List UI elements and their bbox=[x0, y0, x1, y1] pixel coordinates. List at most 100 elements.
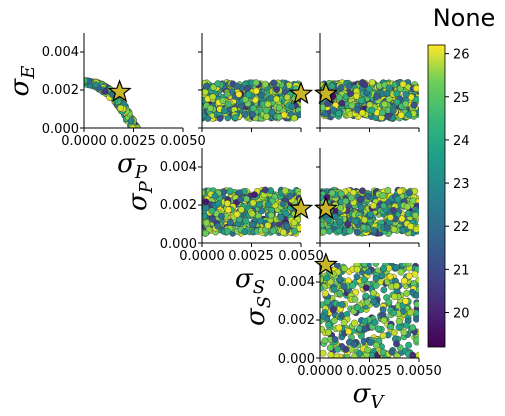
scatter-point bbox=[337, 190, 345, 198]
true-value-star bbox=[288, 81, 314, 105]
scatter-point bbox=[351, 319, 358, 327]
scatter-point bbox=[413, 336, 419, 344]
scatter-point bbox=[379, 192, 387, 200]
scatter-point bbox=[279, 200, 287, 208]
scatter-point bbox=[402, 297, 410, 305]
scatter-point bbox=[249, 199, 257, 207]
scatter-point bbox=[370, 298, 378, 306]
scatter-point bbox=[353, 228, 361, 236]
scatter-point bbox=[224, 206, 232, 214]
colorbar-ticks: 20 21 22 23 24 25 26 bbox=[445, 48, 470, 321]
scatter-point bbox=[335, 324, 343, 332]
panel-sigma-p-vs-sigma-e bbox=[84, 77, 141, 128]
x-tick-label: 0.0025 bbox=[346, 364, 392, 379]
scatter-point bbox=[413, 225, 419, 233]
scatter-point bbox=[349, 282, 356, 289]
scatter-point bbox=[210, 83, 217, 91]
scatter-point bbox=[413, 291, 419, 299]
scatter-point bbox=[380, 265, 387, 272]
scatter-point bbox=[329, 306, 337, 314]
scatter-point bbox=[412, 85, 419, 92]
scatter-point bbox=[351, 295, 359, 303]
scatter-point bbox=[393, 98, 401, 106]
scatter-point bbox=[207, 104, 215, 112]
scatter-point bbox=[406, 309, 414, 317]
scatter-point bbox=[243, 195, 250, 203]
scatter-point bbox=[380, 316, 388, 324]
scatter-point bbox=[220, 107, 228, 115]
scatter-point bbox=[326, 344, 334, 352]
scatter-point bbox=[277, 214, 285, 221]
scatter-point bbox=[245, 91, 253, 98]
panel-sigma-s-vs-sigma-p bbox=[202, 186, 301, 237]
scatter-point bbox=[407, 222, 415, 230]
scatter-point bbox=[395, 323, 403, 331]
scatter-point bbox=[214, 222, 222, 230]
scatter-point bbox=[331, 335, 339, 343]
panel-sigma-v-vs-sigma-s bbox=[320, 263, 419, 358]
scatter-point bbox=[368, 79, 376, 86]
scatter-point bbox=[249, 105, 257, 112]
scatter-point bbox=[248, 210, 256, 218]
scatter-point bbox=[350, 340, 358, 348]
scatter-point bbox=[379, 306, 387, 314]
scatter-point bbox=[235, 90, 243, 98]
scatter-point bbox=[242, 96, 249, 103]
scatter-point bbox=[353, 266, 361, 273]
scatter-point bbox=[360, 276, 368, 283]
scatter-point bbox=[231, 114, 239, 121]
scatter-point bbox=[358, 109, 366, 117]
scatter-point bbox=[323, 274, 330, 282]
scatter-point bbox=[334, 345, 342, 353]
scatter-point bbox=[226, 187, 234, 195]
x-tick-label: 0.0025 bbox=[228, 249, 274, 264]
x-tick-label: 0.0050 bbox=[160, 134, 206, 149]
y-tick-label: 0.004 bbox=[42, 45, 79, 60]
scatter-point bbox=[333, 353, 341, 358]
x-axis-label-sigma-s: σS bbox=[235, 264, 265, 298]
scatter-point bbox=[296, 111, 301, 118]
scatter-point bbox=[400, 328, 408, 336]
scatter-point bbox=[335, 94, 343, 102]
scatter-point bbox=[214, 80, 222, 88]
scatter-point bbox=[325, 321, 332, 329]
colorbar-tick-label: 26 bbox=[453, 48, 470, 63]
scatter-point bbox=[286, 192, 293, 200]
scatter-point bbox=[269, 227, 277, 235]
scatter-point bbox=[347, 194, 355, 202]
scatter-point bbox=[379, 109, 386, 117]
scatter-point bbox=[379, 332, 387, 340]
scatter-point bbox=[223, 199, 231, 207]
scatter-point bbox=[403, 289, 411, 297]
scatter-point bbox=[282, 210, 290, 218]
scatter-point bbox=[267, 211, 275, 219]
scatter-point bbox=[361, 325, 369, 333]
scatter-point bbox=[357, 97, 365, 104]
scatter-point bbox=[372, 341, 380, 349]
scatter-point bbox=[291, 227, 298, 235]
scatter-point bbox=[325, 227, 333, 235]
scatter-point bbox=[324, 329, 332, 336]
y-tick-label: 0.000 bbox=[160, 237, 197, 252]
scatter-point bbox=[381, 100, 389, 108]
x-tick-label: 0.0050 bbox=[396, 364, 442, 379]
scatter-point bbox=[413, 301, 419, 308]
scatter-point bbox=[340, 265, 348, 272]
scatter-point bbox=[370, 226, 378, 234]
scatter-point bbox=[209, 215, 217, 223]
scatter-point bbox=[258, 207, 266, 215]
scatter-point bbox=[352, 288, 360, 296]
scatter-point bbox=[353, 304, 361, 311]
scatter-point bbox=[242, 217, 250, 225]
scatter-point bbox=[333, 263, 341, 269]
scatter-point bbox=[280, 111, 288, 119]
scatter-point bbox=[218, 212, 225, 220]
scatter-point bbox=[361, 81, 369, 89]
scatter-point bbox=[321, 110, 329, 118]
scatter-point bbox=[393, 340, 400, 348]
scatter-point bbox=[403, 203, 411, 211]
scatter-point bbox=[367, 210, 374, 218]
scatter-point bbox=[233, 83, 241, 90]
scatter-point bbox=[264, 200, 272, 208]
scatter-point bbox=[327, 351, 335, 358]
